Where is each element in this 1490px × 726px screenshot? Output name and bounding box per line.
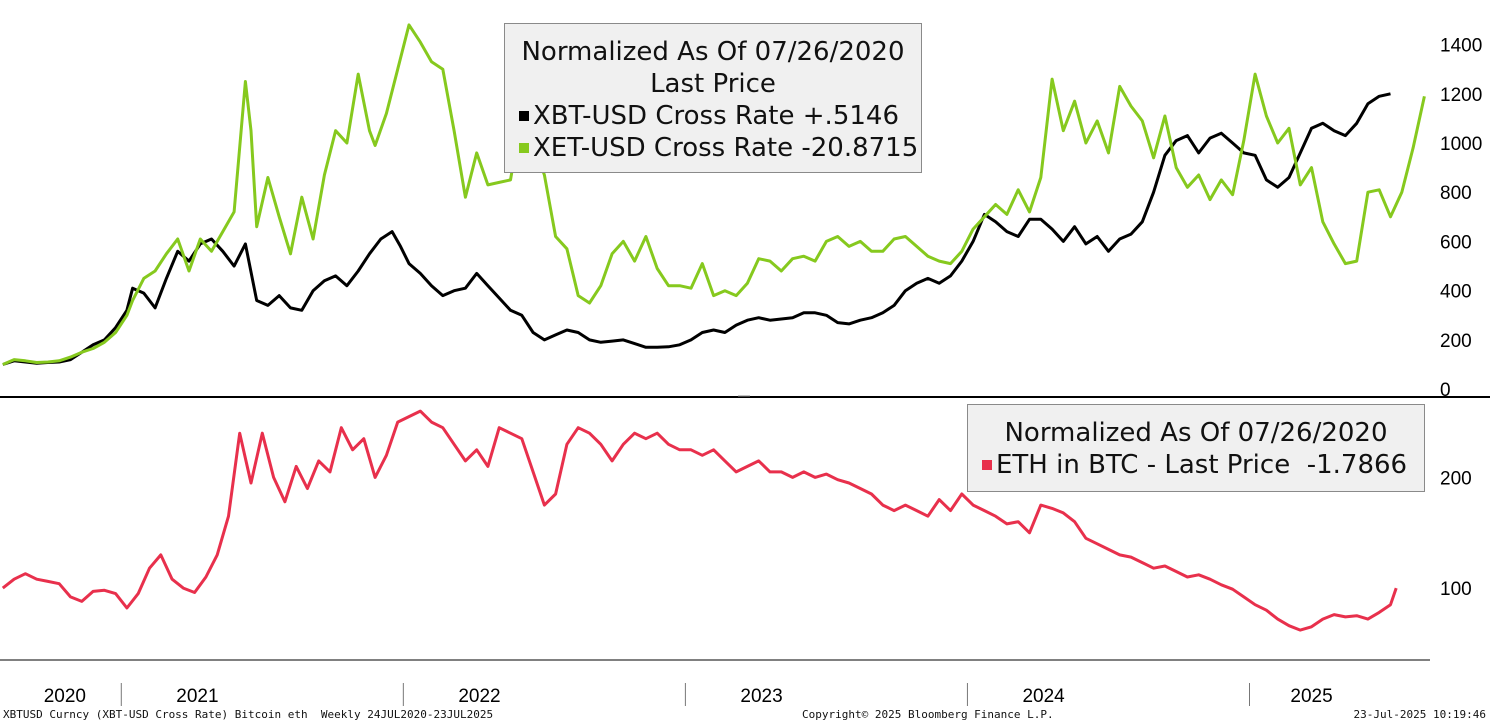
footer-copyright: Copyright© 2025 Bloomberg Finance L.P. [802, 708, 1054, 721]
bottom-panel: 100 200 [1, 409, 1472, 632]
y-tick-label-top-2: 400 [1440, 282, 1472, 303]
legend-item-xet-label: XET-USD Cross Rate -20.8715 [533, 133, 919, 163]
top-legend: Normalized As Of 07/26/2020 Last Price X… [504, 23, 922, 173]
x-axis: 2020 2021 2022 2023 2024 2025 [0, 395, 1490, 707]
y-tick-label-top-3: 600 [1440, 232, 1472, 253]
bottom-legend: Normalized As Of 07/26/2020 ETH in BTC -… [967, 404, 1425, 492]
y-tick-label-top-5: 1000 [1440, 134, 1482, 155]
legend-item-xbt-label: XBT-USD Cross Rate +.5146 [533, 101, 899, 131]
bottom-legend-title: Normalized As Of 07/26/2020 [1004, 418, 1388, 448]
y-tick-label-top-7: 1400 [1440, 36, 1482, 57]
xbt-swatch [519, 111, 529, 121]
y-tick-label-bottom-1: 200 [1440, 468, 1472, 489]
footer-timestamp: 23-Jul-2025 10:19:46 [1353, 708, 1486, 721]
series-line-top-1 [2, 23, 1426, 366]
x-tick-label-2: 2022 [458, 686, 500, 707]
y-tick-label-top-4: 800 [1440, 183, 1472, 204]
x-tick-label-5: 2025 [1290, 686, 1332, 707]
legend-item-xet: XET-USD Cross Rate -20.8715 [505, 132, 921, 164]
x-tick-label-3: 2023 [740, 686, 782, 707]
x-tick-label-4: 2024 [1022, 686, 1065, 707]
series-line-top-0 [2, 92, 1391, 366]
y-tick-label-bottom-0: 100 [1440, 579, 1472, 600]
x-tick-label-1: 2021 [176, 686, 218, 707]
legend-item-xbt: XBT-USD Cross Rate +.5146 [505, 100, 921, 132]
legend-item-eth-btc-label: ETH in BTC - Last Price -1.7866 [996, 450, 1408, 480]
xet-swatch [519, 143, 529, 153]
top-legend-subtitle: Last Price [650, 69, 776, 99]
x-tick-label-0: 2020 [44, 686, 86, 707]
series-line-bottom-0 [1, 409, 1398, 632]
legend-item-eth-btc: ETH in BTC - Last Price -1.7866 [968, 449, 1424, 481]
y-tick-label-top-6: 1200 [1440, 85, 1482, 106]
top-panel: 0 200 400 600 800 1000 1200 1400 [2, 23, 1482, 401]
y-tick-label-top-1: 200 [1440, 331, 1472, 352]
footer-source: XBTUSD Curncy (XBT-USD Cross Rate) Bitco… [3, 708, 494, 721]
y-tick-label-top-0: 0 [1440, 380, 1451, 401]
top-legend-title: Normalized As Of 07/26/2020 [521, 37, 905, 67]
eth-btc-swatch [982, 460, 992, 470]
